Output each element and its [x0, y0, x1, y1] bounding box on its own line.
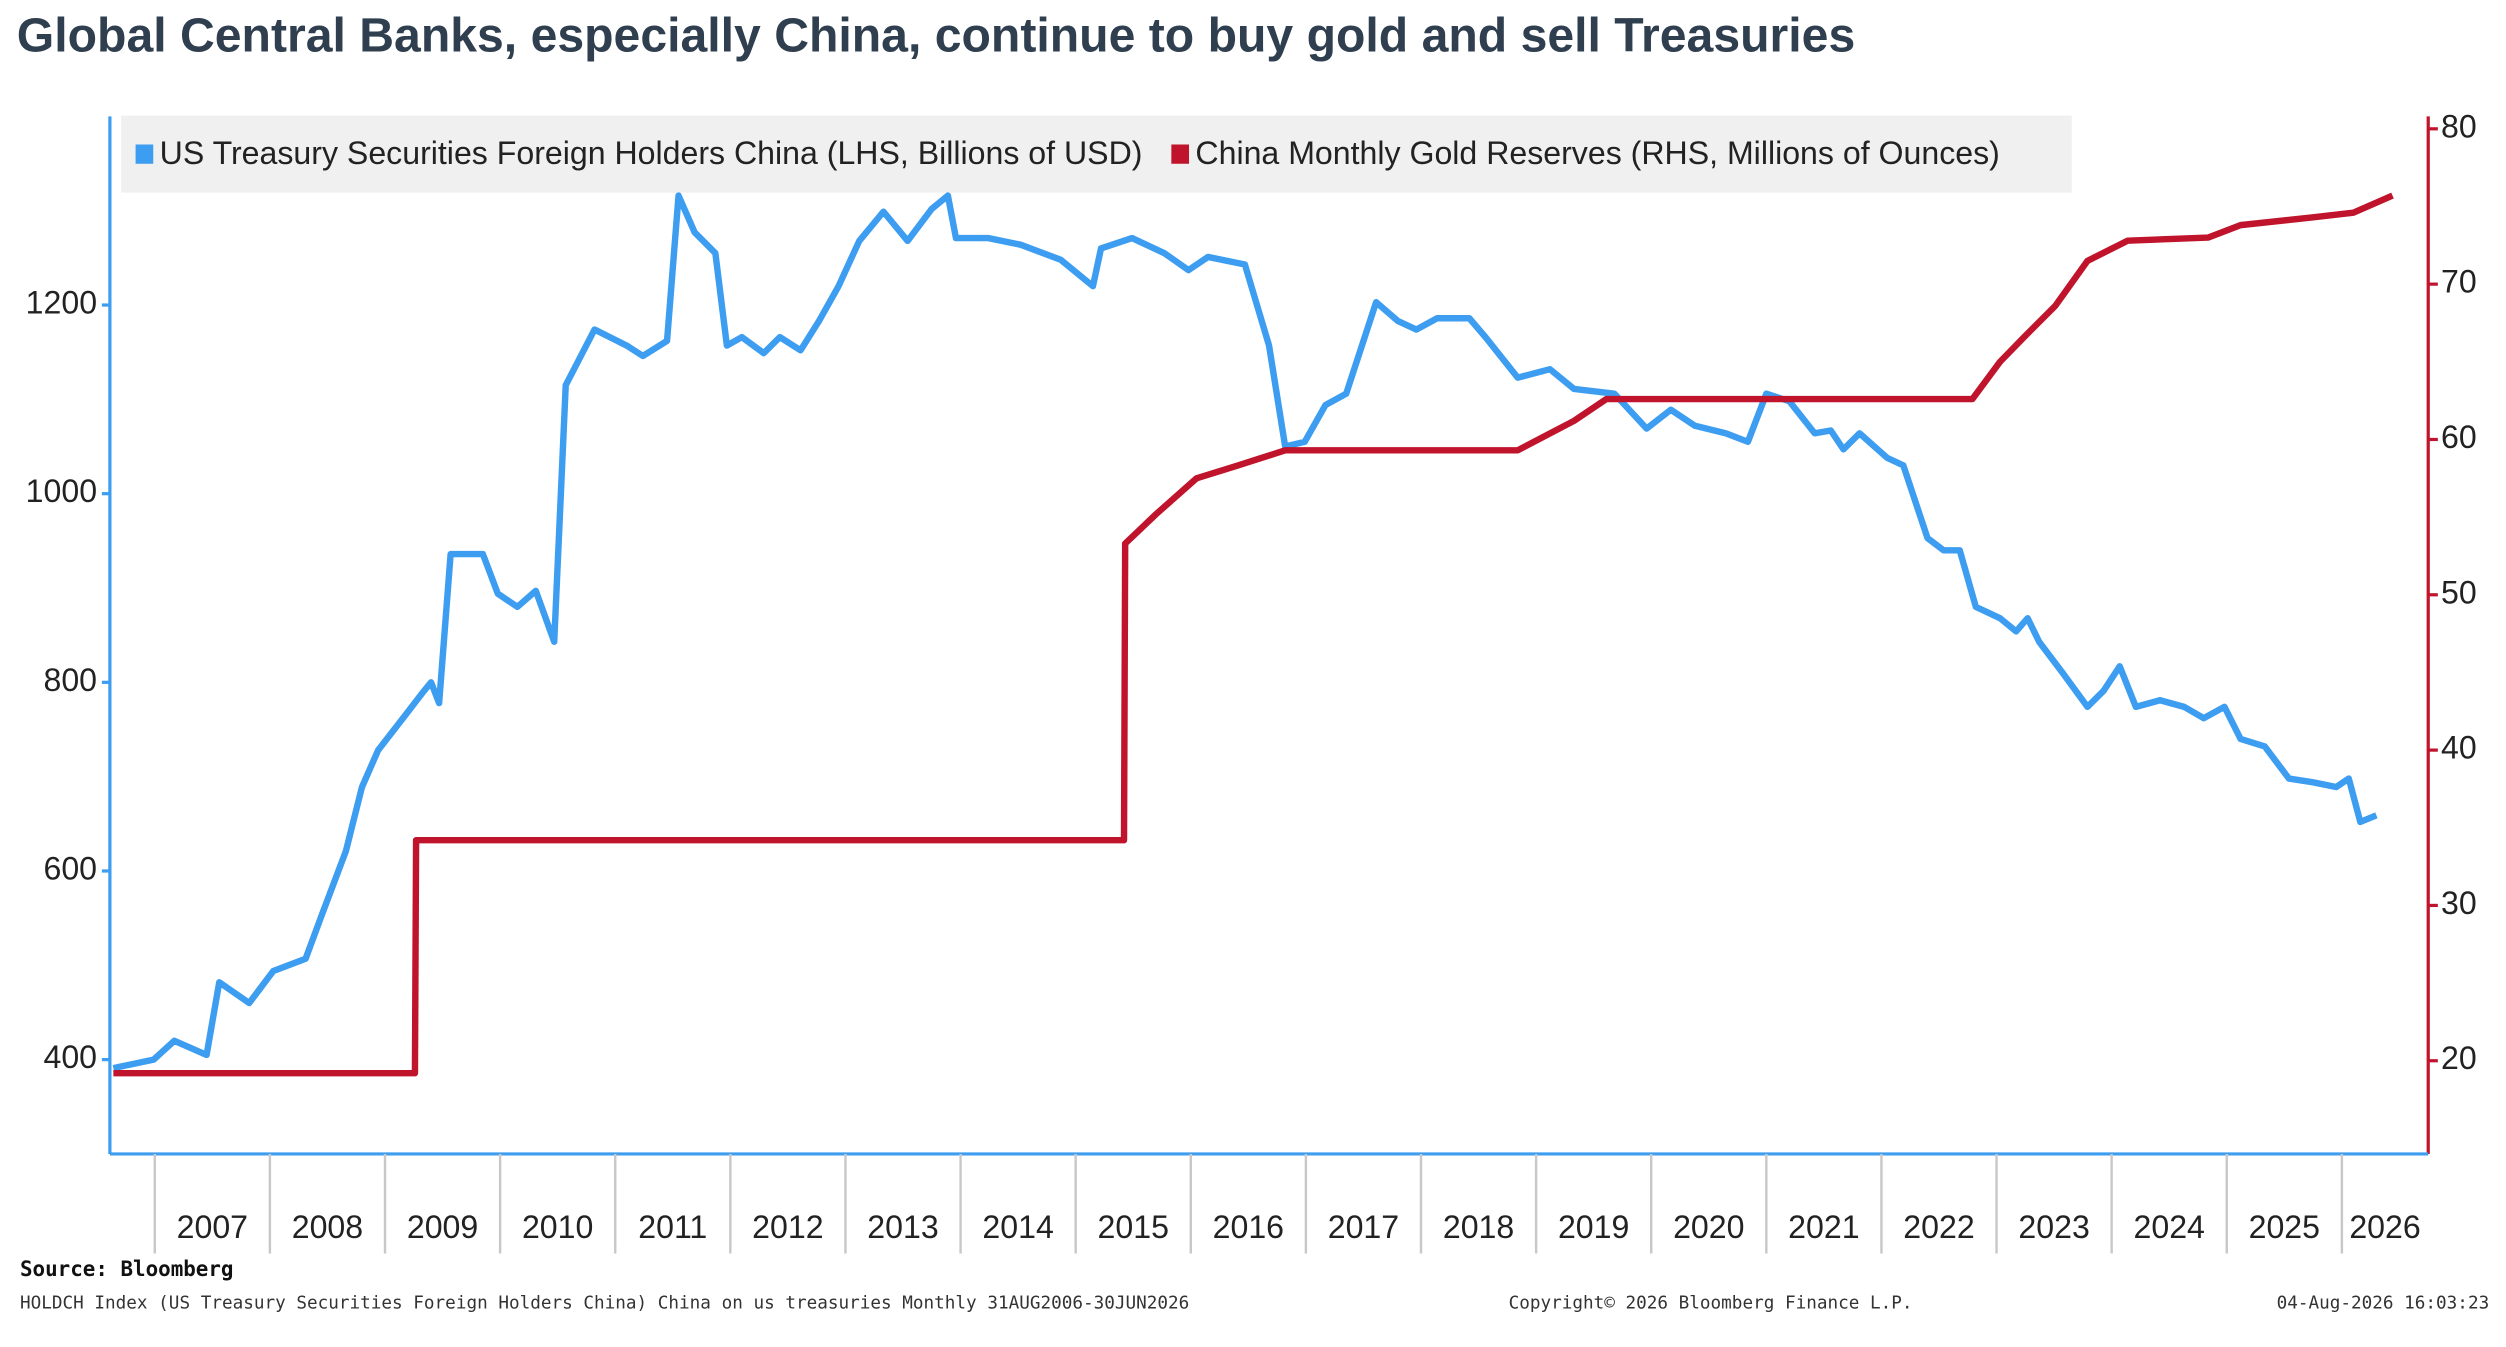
- x-tick-label: 2010: [522, 1209, 593, 1245]
- y-tick-label: 400: [43, 1039, 97, 1075]
- x-tick-label: 2011: [638, 1209, 707, 1245]
- legend-label: US Treasury Securities Foreign Holders C…: [160, 135, 1143, 171]
- y2-tick-label: 80: [2441, 108, 2477, 144]
- x-tick-label: 2022: [1903, 1209, 1974, 1245]
- series-line: [113, 192, 2394, 1077]
- source: Source: Bloomberg: [20, 1257, 234, 1281]
- legend-label: China Monthly Gold Reserves (RHS, Millio…: [1195, 135, 1999, 171]
- x-tick-label: 2019: [1558, 1209, 1629, 1245]
- x-tick-label: 2014: [982, 1209, 1053, 1245]
- x-tick-label: 2007: [177, 1209, 248, 1245]
- copyright: Copyright© 2026 Bloomberg Finance L.P.: [1509, 1294, 1913, 1314]
- x-tick-label: 2023: [2018, 1209, 2089, 1245]
- y-tick-label: 1000: [26, 473, 97, 509]
- x-tick-label: 2016: [1213, 1209, 1284, 1245]
- x-tick-label: 2025: [2249, 1209, 2320, 1245]
- timestamp: 04-Aug-2026 16:03:23: [2277, 1294, 2490, 1314]
- y-tick-label: 800: [43, 662, 97, 698]
- x-tick-label: 2026: [2349, 1209, 2420, 1245]
- y2-tick-label: 70: [2441, 264, 2477, 300]
- legend-swatch: [1171, 144, 1190, 164]
- y2-tick-label: 60: [2441, 419, 2477, 455]
- y2-tick-label: 50: [2441, 574, 2477, 610]
- x-tick-label: 2008: [292, 1209, 363, 1245]
- y-tick-label: 600: [43, 850, 97, 886]
- y2-tick-label: 20: [2441, 1040, 2477, 1076]
- chart-title: Global Central Banks, especially China, …: [17, 8, 1855, 62]
- x-tick-label: 2024: [2134, 1209, 2205, 1245]
- x-tick-label: 2018: [1443, 1209, 1514, 1245]
- legend-box: [121, 115, 2072, 193]
- x-tick-label: 2012: [752, 1209, 823, 1245]
- footnote: HOLDCH Index (US Treasury Securities For…: [20, 1294, 1189, 1314]
- x-tick-label: 2013: [867, 1209, 938, 1245]
- y-tick-label: 1200: [26, 285, 97, 321]
- x-tick-label: 2009: [407, 1209, 478, 1245]
- x-tick-label: 2020: [1673, 1209, 1744, 1245]
- y2-tick-label: 30: [2441, 885, 2477, 921]
- x-tick-label: 2017: [1328, 1209, 1399, 1245]
- y2-tick-label: 40: [2441, 730, 2477, 766]
- series-line: [112, 192, 2378, 1072]
- x-tick-label: 2015: [1098, 1209, 1169, 1245]
- legend-swatch: [135, 144, 154, 164]
- x-tick-label: 2021: [1788, 1209, 1859, 1245]
